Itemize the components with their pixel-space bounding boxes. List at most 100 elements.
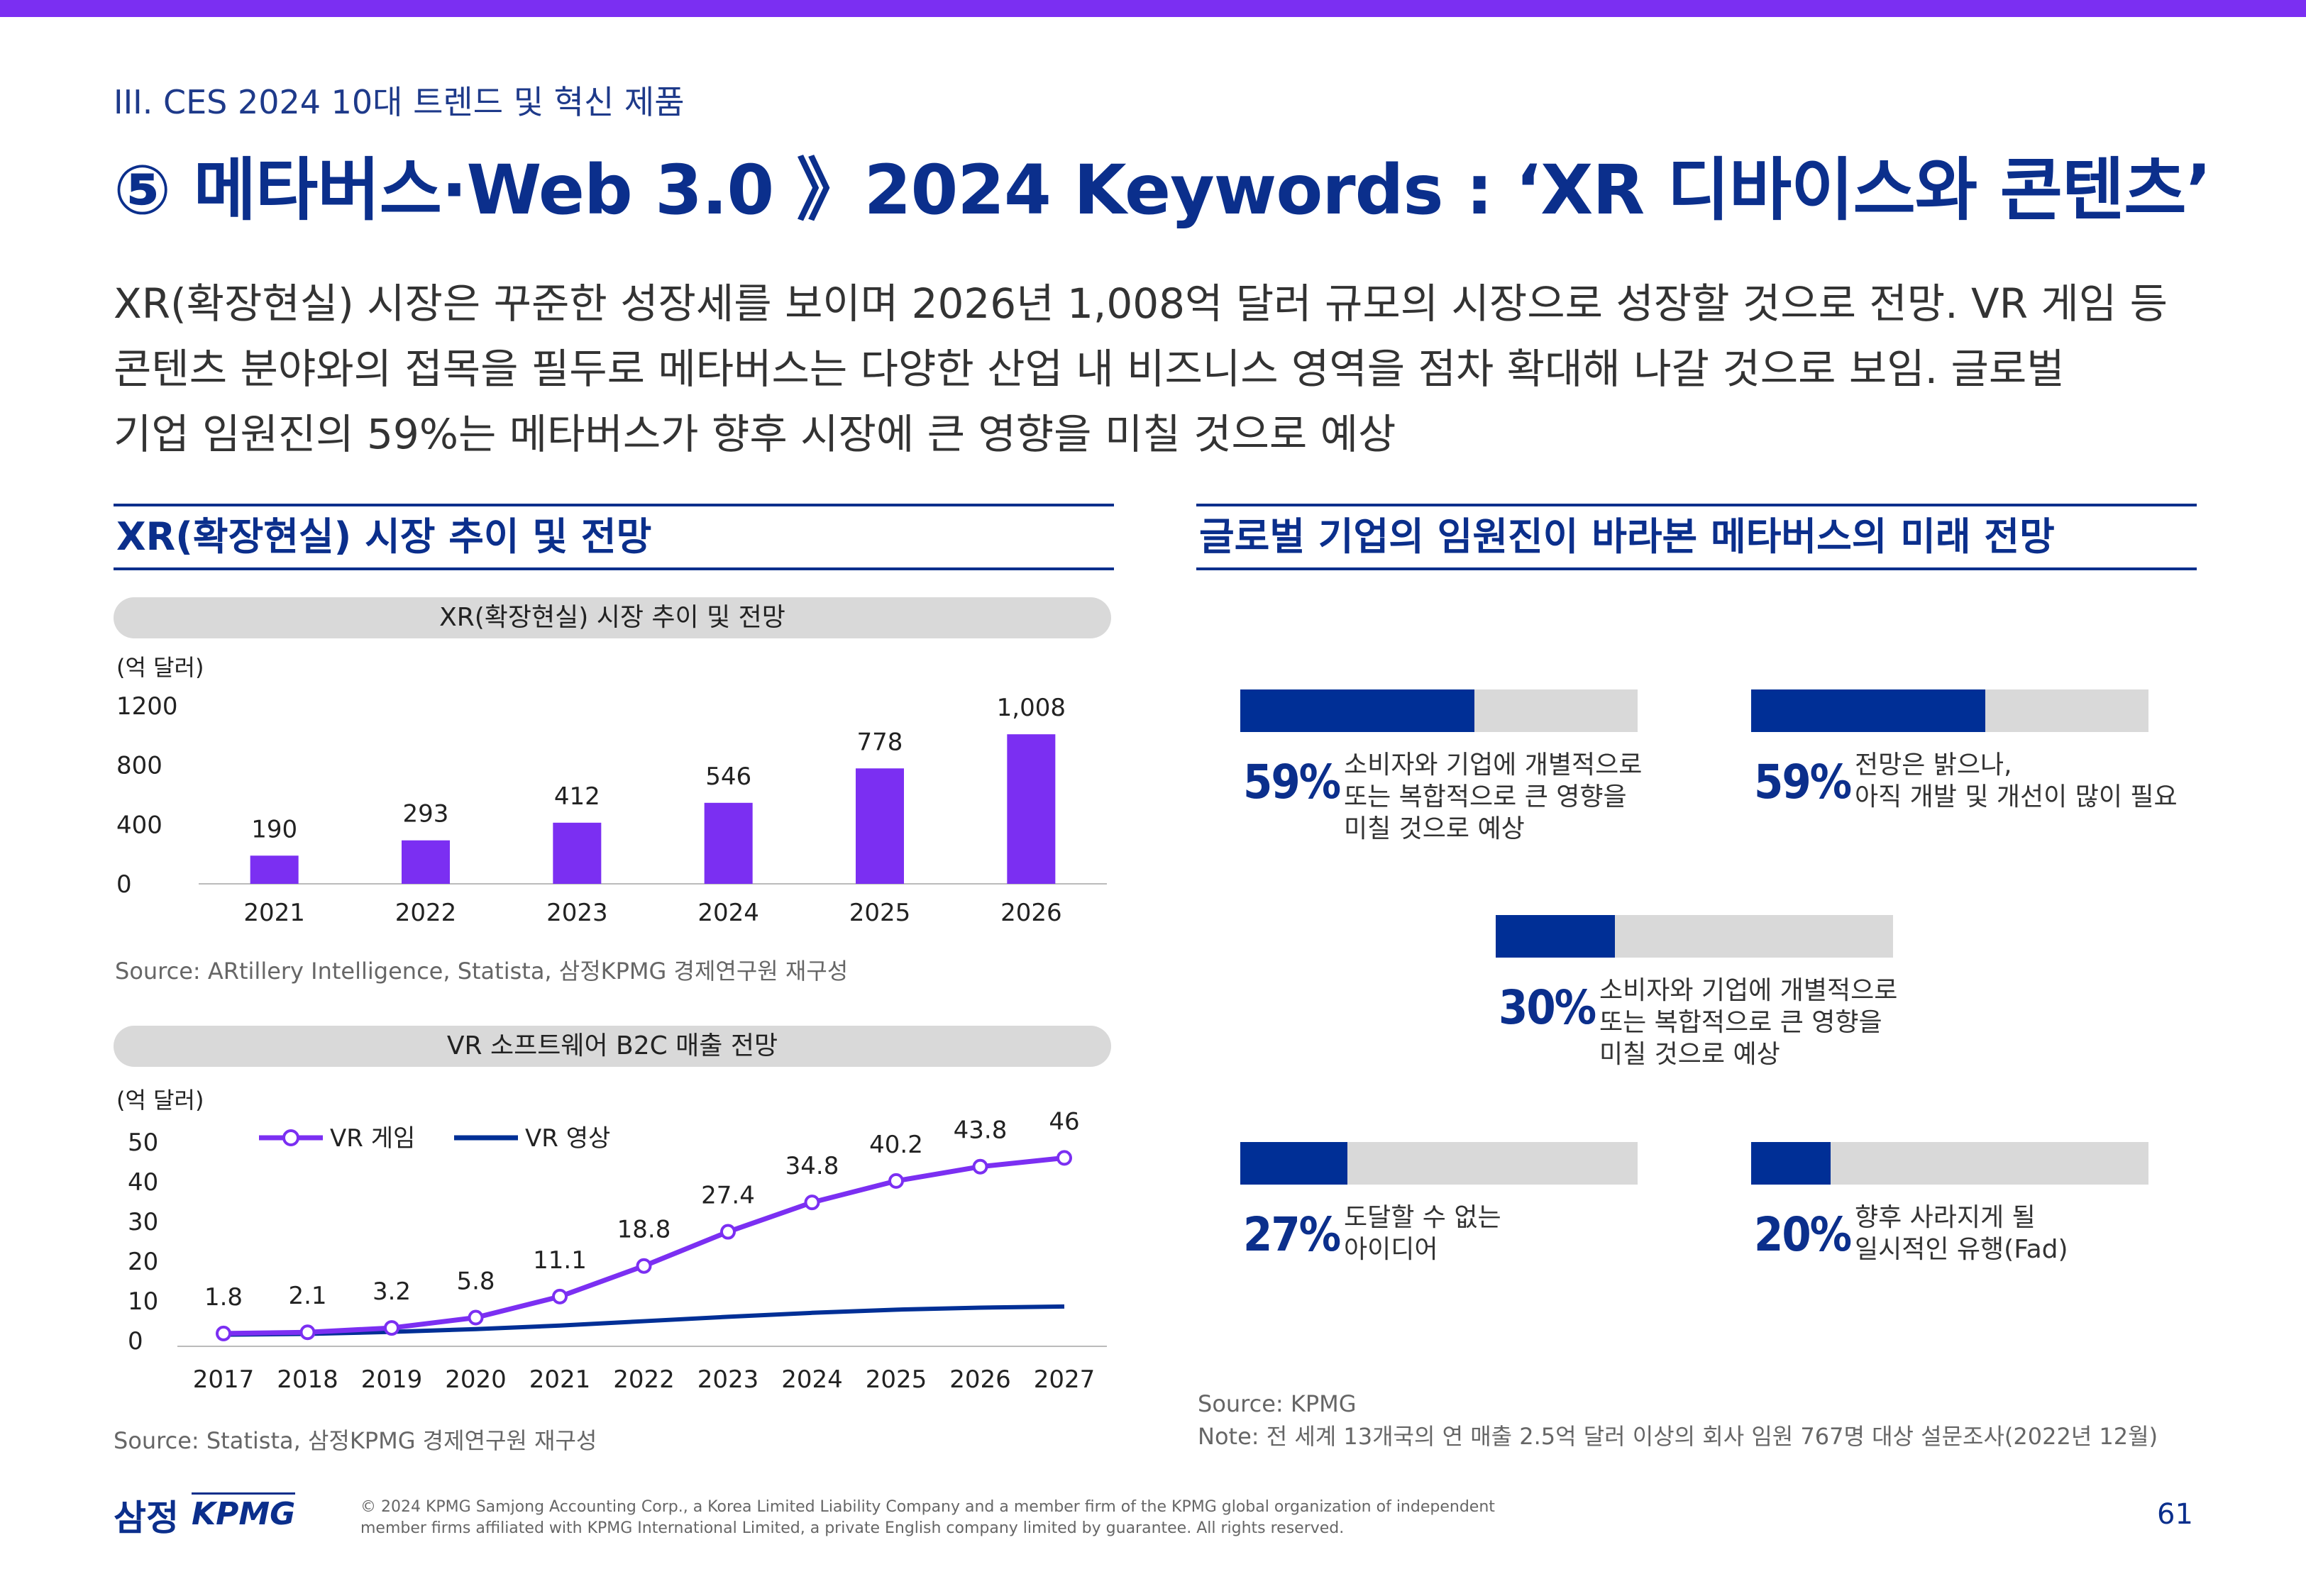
bar	[402, 840, 450, 884]
data-label: 2.1	[288, 1282, 326, 1310]
data-point	[720, 1224, 736, 1240]
bar	[856, 768, 904, 884]
summary-line: 콘텐츠 분야와의 접목을 필두로 메타버스는 다양한 산업 내 비즈니스 영역을…	[114, 345, 2065, 393]
stat-description: 전망은 밝으나, 아직 개발 및 개선이 많이 필요	[1855, 749, 2178, 813]
series-line	[223, 1304, 1065, 1337]
stat-desc-line: 향후 사라지게 될	[1855, 1203, 2036, 1232]
stat-percent: 27%	[1243, 1207, 1341, 1262]
y-tick-label: 40	[128, 1168, 158, 1197]
x-tick-label: 2017	[193, 1365, 255, 1390]
x-tick-label: 2023	[697, 1365, 759, 1390]
bar	[704, 802, 753, 884]
chart2-source: Source: Statista, 삼정KPMG 경제연구원 재구성	[114, 1427, 597, 1454]
stat-desc-line: 전망은 밝으나,	[1855, 750, 2012, 780]
x-tick-label: 2025	[849, 899, 911, 927]
stat-bar-fill	[1751, 689, 1986, 732]
stat-desc-line: 아직 개발 및 개선이 많이 필요	[1855, 782, 2178, 811]
x-tick-label: 2019	[361, 1365, 423, 1390]
left-panel-title: XR(확장현실) 시장 추이 및 전망	[114, 504, 1114, 570]
stat-percent: 59%	[1243, 755, 1341, 809]
x-tick-label: 2026	[1000, 899, 1062, 927]
stat-bar-fill	[1496, 915, 1615, 958]
stat-desc-line: 소비자와 기업에 개별적으로	[1344, 750, 1643, 780]
chart2-title-pill: VR 소프트웨어 B2C 매출 전망	[114, 1026, 1111, 1067]
y-tick-label: 0	[116, 870, 132, 899]
data-label: 1.8	[204, 1283, 243, 1312]
data-point	[299, 1324, 316, 1341]
data-point	[636, 1258, 652, 1274]
data-label: 46	[1049, 1107, 1079, 1136]
chart1-source: Source: ARtillery Intelligence, Statista…	[115, 958, 849, 985]
xr-market-bar-chart: 0 400 800 1200 190 2021 293 2022 412 2023 546 2024 7…	[116, 692, 1107, 927]
bar-value-label: 412	[554, 782, 600, 811]
data-label: 40.2	[869, 1131, 923, 1159]
data-label: 3.2	[373, 1278, 411, 1306]
data-label: 34.8	[785, 1152, 839, 1180]
stat-desc-line: 아이디어	[1344, 1235, 1438, 1264]
y-tick-label: 800	[116, 752, 162, 780]
data-label: 5.8	[456, 1268, 495, 1296]
samjong-logo-text: 삼정	[114, 1497, 179, 1539]
bar-value-label: 778	[857, 728, 903, 756]
chart1-unit: (억 달러)	[116, 654, 204, 681]
x-tick-label: 2023	[546, 899, 608, 927]
y-tick-label: 1200	[116, 692, 178, 721]
chart1-title-pill: XR(확장현실) 시장 추이 및 전망	[114, 597, 1111, 638]
vr-software-line-chart: 0 10 20 30 40 50 2017 2018 2019 2020 2021 2022 2023 2…	[128, 1107, 1107, 1390]
bar-value-label: 293	[403, 800, 449, 829]
bar-value-label: 1,008	[997, 694, 1066, 722]
data-point	[468, 1309, 484, 1326]
stat-bar-fill	[1240, 689, 1475, 732]
y-tick-label: 20	[128, 1248, 158, 1276]
data-point	[552, 1288, 568, 1304]
right-note: Note: 전 세계 13개국의 연 매출 2.5억 달러 이상의 회사 임원 …	[1198, 1423, 2158, 1450]
stat-desc-line: 소비자와 기업에 개별적으로	[1599, 976, 1898, 1005]
data-label: 43.8	[954, 1116, 1008, 1145]
summary-line: XR(확장현실) 시장은 꾸준한 성장세를 보이며 2026년 1,008억 달…	[114, 279, 2168, 328]
data-label: 27.4	[701, 1182, 755, 1210]
data-point	[804, 1195, 820, 1211]
x-tick-label: 2022	[613, 1365, 675, 1390]
chart2-unit: (억 달러)	[116, 1087, 204, 1114]
legend-label: VR 영상	[525, 1124, 610, 1153]
bar	[1007, 734, 1056, 884]
x-tick-label: 2024	[697, 899, 759, 927]
bar-value-label: 190	[251, 815, 297, 843]
data-point	[1057, 1150, 1072, 1166]
bar-value-label: 546	[705, 763, 751, 791]
data-point	[888, 1173, 904, 1189]
right-panel-title: 글로벌 기업의 임원진이 바라본 메타버스의 미래 전망	[1196, 504, 2197, 570]
page-number: 61	[2157, 1498, 2193, 1531]
y-tick-label: 0	[128, 1327, 143, 1356]
stat-desc-line: 미칠 것으로 예상	[1599, 1040, 1780, 1069]
x-tick-label: 2020	[445, 1365, 507, 1390]
x-tick-label: 2027	[1034, 1365, 1096, 1390]
y-tick-label: 10	[128, 1287, 158, 1316]
stat-desc-line: 도달할 수 없는	[1344, 1203, 1501, 1232]
stat-description: 도달할 수 없는 아이디어	[1344, 1202, 1501, 1265]
data-point	[972, 1158, 988, 1175]
stat-desc-line: 또는 복합적으로 큰 영향을	[1344, 782, 1627, 811]
y-tick-label: 50	[128, 1129, 158, 1157]
stat-bar-fill	[1240, 1142, 1348, 1185]
section-label: III. CES 2024 10대 트렌드 및 혁신 제품	[114, 83, 685, 121]
copyright-line: member firms affiliated with KPMG Intern…	[360, 1519, 1345, 1537]
x-tick-label: 2021	[529, 1365, 591, 1390]
stat-description: 소비자와 기업에 개별적으로 또는 복합적으로 큰 영향을 미칠 것으로 예상	[1344, 749, 1642, 845]
data-point	[216, 1325, 231, 1341]
copyright-text: © 2024 KPMG Samjong Accounting Corp., a …	[360, 1497, 1495, 1539]
stat-desc-line: 일시적인 유행(Fad)	[1855, 1235, 2068, 1264]
data-label: 11.1	[533, 1246, 587, 1275]
stat-desc-line: 미칠 것으로 예상	[1344, 814, 1525, 843]
page-title: ⑤ 메타버스·Web 3.0 》2024 Keywords : ‘XR 디바이스…	[114, 150, 2212, 230]
y-tick-label: 400	[116, 811, 162, 839]
data-point	[384, 1320, 399, 1336]
kpmg-logo: KPMG	[192, 1492, 296, 1532]
y-tick-label: 30	[128, 1208, 158, 1236]
stat-percent: 59%	[1754, 755, 1852, 809]
summary-line: 기업 임원진의 59%는 메타버스가 향후 시장에 큰 영향을 미칠 것으로 예…	[114, 410, 1396, 458]
stat-desc-line: 또는 복합적으로 큰 영향을	[1599, 1008, 1882, 1037]
stat-bar-fill	[1751, 1142, 1831, 1185]
stat-percent: 30%	[1499, 980, 1596, 1035]
bar	[250, 855, 299, 884]
